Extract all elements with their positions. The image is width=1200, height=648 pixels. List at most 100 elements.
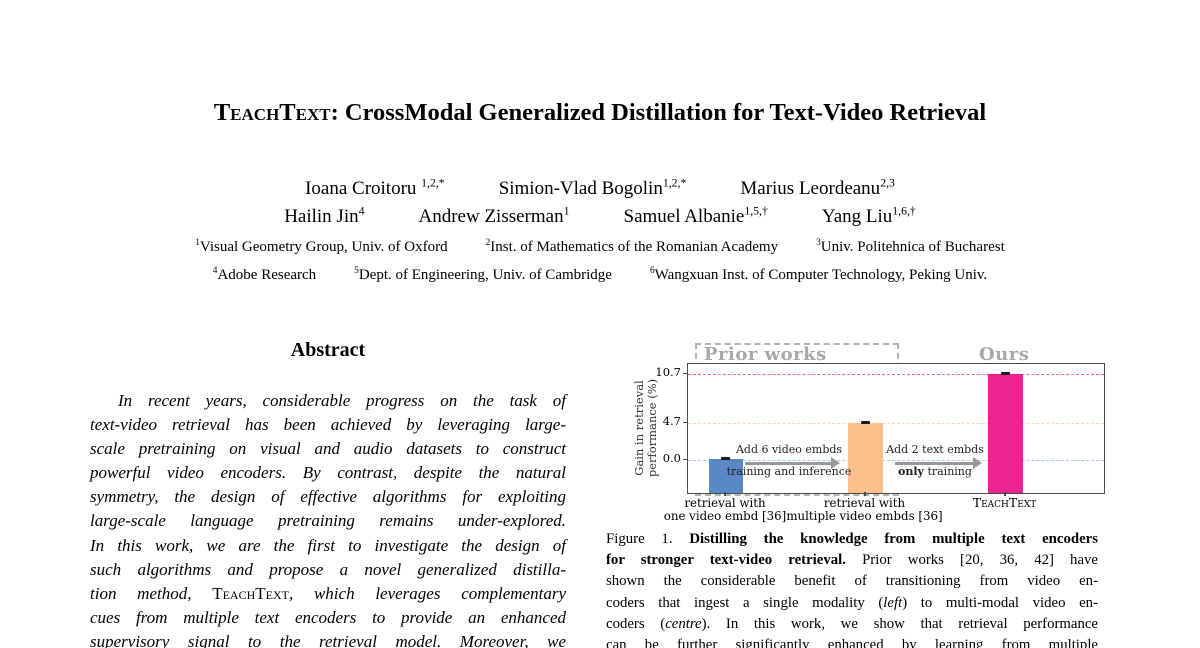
affiliation-superscript: 2	[485, 238, 491, 248]
abstract-text: tion method,	[90, 583, 213, 603]
arrow1-label-top: Add 6 video embds	[735, 443, 843, 456]
x-tick-label-one-video-embd: retrieval with one video embd [36]	[663, 496, 787, 523]
affiliation-superscript: 5	[354, 266, 359, 276]
arrow2-label-top: Add 2 text embds	[886, 443, 984, 456]
error-bar-marker	[861, 421, 870, 424]
arrow2-label-rest: training	[923, 465, 972, 478]
affiliation: 4Adobe Research	[213, 265, 316, 285]
arrow2-label-bottom: only training	[885, 466, 985, 478]
author-superscript: 1,2,*	[421, 176, 445, 190]
author-superscript: 1,2,*	[662, 176, 687, 190]
arrow1-label-bottom: training and inference	[726, 465, 852, 478]
caption-line: shown the considerable benefit of transi…	[606, 573, 1098, 590]
author: Simion-Vlad Bogolin1,2,*	[499, 176, 687, 202]
error-bar-marker	[721, 457, 730, 460]
author-name: Samuel Albanie	[623, 206, 745, 227]
abstract-line: such algorithms and propose a novel gene…	[90, 559, 566, 579]
gridline-0.0	[688, 460, 1104, 461]
y-tick-0.0: 0.0	[662, 451, 681, 465]
abstract-line: cues from multiple text encoders to prov…	[90, 607, 566, 627]
affiliation-text: Wangxuan Inst. of Computer Technology, P…	[654, 267, 988, 283]
abstract-line: large-scale language pretraining remains…	[90, 511, 566, 531]
author-superscript: 4	[358, 204, 365, 218]
gridline-4.7	[688, 423, 1104, 424]
author: Ioana Croitoru 1,2,*	[305, 176, 445, 202]
affiliation: 3Univ. Politehnica of Bucharest	[816, 237, 1005, 257]
x-tick-label-multiple-video-embds: retrieval with multiple video embds [36]	[786, 496, 943, 523]
author-name: Simion-Vlad Bogolin	[498, 178, 663, 199]
x-tick-mark	[724, 492, 726, 496]
abstract-line: text-video retrieval has been achieved b…	[90, 415, 566, 435]
abstract-line: In recent years, considerable progress o…	[118, 391, 566, 410]
bar-one-video-embd	[709, 459, 743, 493]
y-tick-4.7: 4.7	[662, 414, 681, 428]
affiliation-superscript: 3	[816, 238, 821, 248]
y-tick-mark	[683, 372, 687, 374]
affiliation-superscript: 1	[195, 238, 200, 248]
author: Marius Leordeanu2,3	[740, 176, 895, 202]
caption-line: can be further significantly enhanced by…	[606, 637, 1098, 648]
abstract-line: tion method, TeachText, which leverages …	[90, 582, 566, 606]
y-tick-mark	[683, 421, 687, 423]
author-name: Andrew Zisserman	[418, 206, 564, 227]
affiliations-row-2: 4Adobe Research 5Dept. of Engineering, U…	[0, 265, 1200, 285]
author-name: Marius Leordeanu	[740, 178, 881, 199]
x-tick-mark	[1004, 492, 1006, 496]
x-tick-label-teachtext: TeachText	[972, 495, 1037, 510]
paper-title-brand: TeachText	[213, 99, 331, 126]
plot-area	[687, 363, 1105, 494]
author-name: Hailin Jin	[284, 206, 359, 227]
figure-caption: Figure 1. Distilling the knowledge from …	[606, 529, 1098, 648]
affiliation-superscript: 6	[649, 266, 655, 276]
arrow-add-text-embds	[895, 457, 982, 469]
paper-title: TeachText: CrossModal Generalized Distil…	[0, 96, 1200, 130]
region-label-ours: Ours	[979, 344, 1030, 365]
arrow-add-video-embds	[745, 457, 840, 469]
author-name: Ioana Croitoru	[305, 178, 422, 199]
author: Andrew Zisserman1	[419, 204, 570, 230]
abstract-line: powerful video encoders. By contrast, de…	[90, 463, 566, 483]
author: Samuel Albanie1,5,†	[624, 204, 768, 230]
affiliation-text: Univ. Politehnica of Bucharest	[820, 239, 1005, 255]
caption-line: coders (centre). In this work, we show t…	[606, 615, 1099, 632]
bar-teachtext	[988, 374, 1023, 493]
caption-line: Figure 1. Distilling the knowledge from …	[606, 531, 1098, 547]
affiliation-text: Visual Geometry Group, Univ. of Oxford	[199, 239, 448, 255]
author-superscript: 1,6,†	[892, 204, 916, 218]
abstract-body: In recent years, considerable progress o…	[90, 389, 566, 648]
affiliation: 2Inst. of Mathematics of the Romanian Ac…	[486, 237, 779, 257]
paper-title-rest: : CrossModal Generalized Distillation fo…	[330, 99, 987, 126]
method-name: TeachText	[212, 583, 289, 603]
author: Yang Liu1,6,†	[822, 204, 916, 230]
abstract-text: , which leverages complementary	[288, 583, 566, 603]
abstract-line: symmetry, the design of effective algori…	[90, 487, 566, 507]
author-name: Yang Liu	[821, 206, 893, 227]
y-tick-10.7: 10.7	[655, 365, 681, 379]
affiliations-row-1: 1Visual Geometry Group, Univ. of Oxford …	[0, 237, 1200, 257]
abstract-line: supervisory signal to the retrieval mode…	[90, 631, 566, 648]
abstract-line: scale pretraining on visual and audio da…	[90, 439, 566, 459]
affiliation-text: Adobe Research	[217, 267, 317, 283]
y-tick-mark	[683, 458, 687, 460]
author: Hailin Jin4	[284, 204, 364, 230]
caption-line: for stronger text-video retrieval. Prior…	[606, 552, 1098, 569]
author-superscript: 1	[563, 204, 570, 218]
affiliation-text: Dept. of Engineering, Univ. of Cambridge	[358, 267, 612, 283]
affiliation: 6Wangxuan Inst. of Computer Technology, …	[650, 265, 987, 285]
caption-line: coders that ingest a single modality (le…	[606, 594, 1098, 611]
affiliation-superscript: 4	[212, 266, 218, 276]
affiliation: 5Dept. of Engineering, Univ. of Cambridg…	[354, 265, 612, 285]
arrow2-label-bold: only	[898, 465, 924, 478]
authors-row-2: Hailin Jin4 Andrew Zisserman1 Samuel Alb…	[0, 204, 1200, 230]
author-superscript: 2,3	[880, 176, 895, 190]
x-tick-mark	[864, 492, 866, 496]
error-bar-marker	[1001, 372, 1010, 375]
region-label-prior-works: Prior works	[704, 344, 827, 365]
affiliation: 1Visual Geometry Group, Univ. of Oxford	[195, 237, 447, 257]
abstract-heading: Abstract	[290, 339, 366, 361]
figure-1-chart: Prior works Ours Gain in retrieval perfor…	[605, 340, 1105, 545]
gridline-10.7	[688, 374, 1104, 375]
abstract-line: In this work, we are the first to invest…	[90, 535, 566, 555]
author-superscript: 1,5,†	[744, 204, 768, 218]
